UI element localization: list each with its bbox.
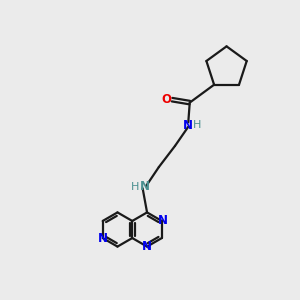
Text: O: O — [162, 93, 172, 106]
Text: H: H — [131, 182, 140, 192]
Text: N: N — [142, 240, 152, 253]
Text: N: N — [183, 119, 193, 132]
Text: N: N — [140, 180, 150, 193]
Text: H: H — [193, 120, 201, 130]
Text: N: N — [98, 232, 108, 244]
Text: N: N — [158, 214, 168, 227]
